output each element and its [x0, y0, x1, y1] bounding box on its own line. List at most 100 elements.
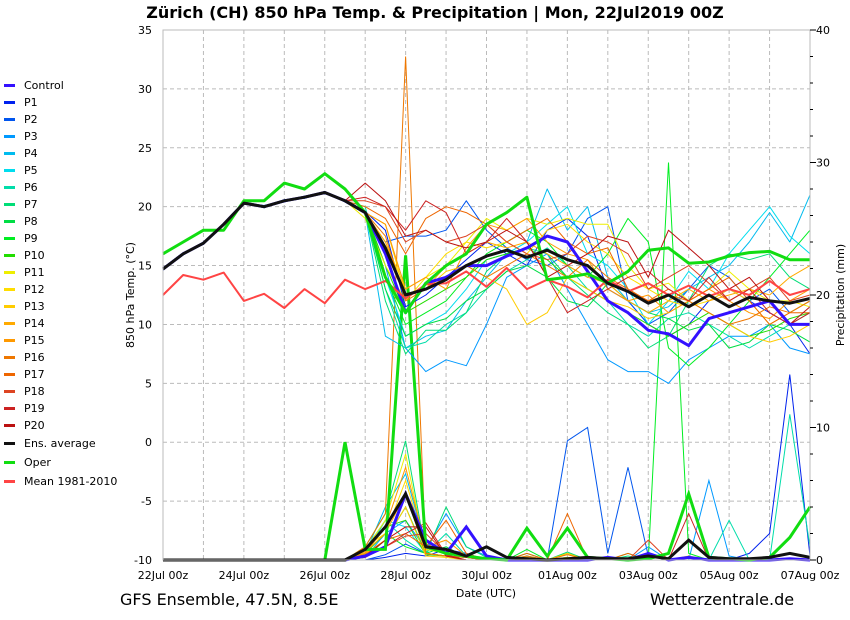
legend-label: P12 — [24, 283, 45, 296]
legend-label: P8 — [24, 215, 38, 228]
y-tick-label: 30 — [138, 83, 152, 96]
x-tick-label: 03Aug 00z — [619, 569, 678, 582]
legend-label: P19 — [24, 402, 45, 415]
legend-label: Ens. average — [24, 437, 96, 450]
y-tick-label: 20 — [138, 201, 152, 214]
y-tick-label: 0 — [145, 436, 152, 449]
legend-item: Ens. average — [4, 434, 117, 453]
legend-swatch — [4, 442, 15, 445]
legend-label: P6 — [24, 181, 38, 194]
legend-item: P7 — [4, 196, 117, 213]
legend-swatch — [4, 407, 15, 410]
legend-label: P18 — [24, 385, 45, 398]
footer-model-info: GFS Ensemble, 47.5N, 8.5E — [120, 590, 339, 609]
legend-item: P6 — [4, 179, 117, 196]
x-axis-label: Date (UTC) — [456, 587, 516, 600]
y-tick-label: -10 — [134, 554, 152, 567]
legend-label: P7 — [24, 198, 38, 211]
legend-item: P13 — [4, 298, 117, 315]
legend-item: Mean 1981-2010 — [4, 472, 117, 491]
legend-swatch — [4, 169, 15, 172]
legend-label: P14 — [24, 317, 45, 330]
legend-label: Oper — [24, 456, 51, 469]
legend-label: P3 — [24, 130, 38, 143]
x-tick-label: 22Jul 00z — [138, 569, 189, 582]
legend-item: P5 — [4, 162, 117, 179]
legend-item: P3 — [4, 128, 117, 145]
legend-label: P4 — [24, 147, 38, 160]
temp-line-mean-1981-2010 — [162, 266, 811, 309]
legend-label: P2 — [24, 113, 38, 126]
legend-item: P14 — [4, 315, 117, 332]
legend-item: P9 — [4, 230, 117, 247]
legend-label: Control — [24, 79, 64, 92]
legend-item: P16 — [4, 349, 117, 366]
legend: Control P1 P2 P3 P4 P5 P6 P7 P8 P9 P10 P11 P12 P13 P14… — [4, 77, 117, 491]
legend-item: P11 — [4, 264, 117, 281]
legend-swatch — [4, 84, 15, 87]
legend-label: P20 — [24, 419, 45, 432]
y-tick-label: 15 — [138, 260, 152, 273]
x-tick-label: 26Jul 00z — [299, 569, 350, 582]
legend-swatch — [4, 220, 15, 223]
legend-label: P11 — [24, 266, 45, 279]
y2-tick-label: 20 — [816, 289, 830, 302]
legend-swatch — [4, 322, 15, 325]
grid — [163, 30, 810, 560]
legend-label: P1 — [24, 96, 38, 109]
legend-swatch — [4, 424, 15, 427]
legend-swatch — [4, 101, 15, 104]
temp-lines — [162, 172, 811, 384]
y2-tick-label: 40 — [816, 24, 830, 37]
temp-line-ens-average — [162, 191, 811, 309]
legend-label: P17 — [24, 368, 45, 381]
legend-swatch — [4, 118, 15, 121]
legend-label: P10 — [24, 249, 45, 262]
legend-item: P12 — [4, 281, 117, 298]
x-tick-label: 05Aug 00z — [700, 569, 759, 582]
legend-swatch — [4, 461, 15, 464]
legend-swatch — [4, 339, 15, 342]
legend-label: P9 — [24, 232, 38, 245]
footer-source: Wetterzentrale.de — [650, 590, 795, 609]
legend-item: P1 — [4, 94, 117, 111]
x-tick-label: 28Jul 00z — [380, 569, 431, 582]
legend-swatch — [4, 237, 15, 240]
chart-title: Zürich (CH) 850 hPa Temp. & Precipitatio… — [146, 3, 724, 22]
legend-item: P15 — [4, 332, 117, 349]
legend-item: P4 — [4, 145, 117, 162]
legend-item: P19 — [4, 400, 117, 417]
y-axis-label: 850 hPa Temp. (°C) — [124, 242, 137, 348]
y-tick-label: 25 — [138, 142, 152, 155]
legend-label: Mean 1981-2010 — [24, 475, 118, 488]
legend-item: P17 — [4, 366, 117, 383]
legend-item: P20 — [4, 417, 117, 434]
precip-lines — [163, 56, 812, 562]
y-tick-label: 5 — [145, 377, 152, 390]
legend-item: P8 — [4, 213, 117, 230]
legend-item: Control — [4, 77, 117, 94]
y2-tick-label: 10 — [816, 422, 830, 435]
legend-label: P5 — [24, 164, 38, 177]
x-tick-label: 30Jul 00z — [461, 569, 512, 582]
legend-swatch — [4, 186, 15, 189]
legend-item: P10 — [4, 247, 117, 264]
legend-swatch — [4, 390, 15, 393]
legend-swatch — [4, 135, 15, 138]
legend-swatch — [4, 254, 15, 257]
y2-axis-label: Precipitation (mm) — [834, 244, 847, 346]
legend-label: P16 — [24, 351, 45, 364]
legend-swatch — [4, 271, 15, 274]
legend-label: P13 — [24, 300, 45, 313]
legend-item: P18 — [4, 383, 117, 400]
legend-swatch — [4, 305, 15, 308]
axes: -10 -5 0 5 10 15 20 25 30 35 0 10 20 30 40 22Jul 00z 24J… — [134, 24, 840, 582]
legend-label: P15 — [24, 334, 45, 347]
legend-swatch — [4, 356, 15, 359]
legend-swatch — [4, 203, 15, 206]
x-tick-label: 07Aug 00z — [781, 569, 840, 582]
precip-line-p16 — [163, 56, 810, 561]
y-tick-label: 35 — [138, 24, 152, 37]
legend-swatch — [4, 373, 15, 376]
